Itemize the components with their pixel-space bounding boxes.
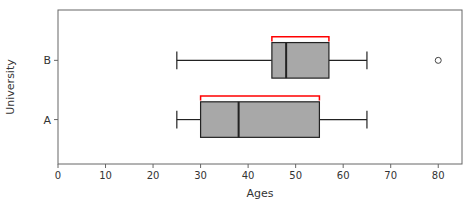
- x-tick: [248, 164, 249, 168]
- x-tick: [153, 164, 154, 168]
- y-tick: [54, 60, 58, 61]
- whisker-cap-low: [176, 111, 177, 129]
- box-1: [177, 43, 441, 79]
- chart-container: 01020304050607080AgesABUniversity: [0, 0, 474, 202]
- x-tick: [105, 164, 106, 168]
- whisker-high: [329, 60, 367, 61]
- plot-background: [58, 10, 462, 164]
- box-iqr: [272, 43, 329, 79]
- x-axis: 0 10 20 30 40 50 60 70 80: [55, 164, 445, 181]
- bracket: [201, 96, 320, 101]
- x-tick-label: 20: [147, 170, 160, 181]
- x-tick-label: 10: [99, 170, 112, 181]
- y-tick: [54, 119, 58, 120]
- x-tick-label: 60: [337, 170, 350, 181]
- x-tick-label: 50: [289, 170, 302, 181]
- y-tick-label: B: [43, 54, 51, 67]
- whisker-cap-high: [366, 111, 367, 129]
- x-tick: [438, 164, 439, 168]
- outlier: [435, 57, 441, 63]
- y-axis: AB: [43, 54, 58, 126]
- x-tick-label: 30: [194, 170, 207, 181]
- y-axis-label: University: [4, 59, 17, 115]
- x-tick: [295, 164, 296, 168]
- x-tick: [58, 164, 59, 168]
- chart-svg: 01020304050607080AgesABUniversity: [0, 0, 474, 202]
- whisker-low: [177, 119, 201, 120]
- y-tick-label: A: [43, 114, 51, 127]
- whisker-high: [319, 119, 367, 120]
- box-0: [177, 102, 367, 138]
- whisker-cap-high: [366, 51, 367, 69]
- x-tick-label: 0: [55, 170, 61, 181]
- median-line: [285, 43, 287, 79]
- x-tick: [343, 164, 344, 168]
- median-line: [238, 102, 240, 138]
- x-tick-label: 70: [384, 170, 397, 181]
- whisker-cap-low: [176, 51, 177, 69]
- box-iqr: [201, 102, 320, 138]
- x-tick-label: 80: [432, 170, 445, 181]
- plot-area: [177, 37, 441, 138]
- whisker-low: [177, 60, 272, 61]
- plot-frame: [58, 10, 462, 164]
- x-tick: [390, 164, 391, 168]
- bracket: [272, 37, 329, 42]
- x-tick-label: 40: [242, 170, 255, 181]
- x-axis-label: Ages: [246, 187, 273, 200]
- x-tick: [200, 164, 201, 168]
